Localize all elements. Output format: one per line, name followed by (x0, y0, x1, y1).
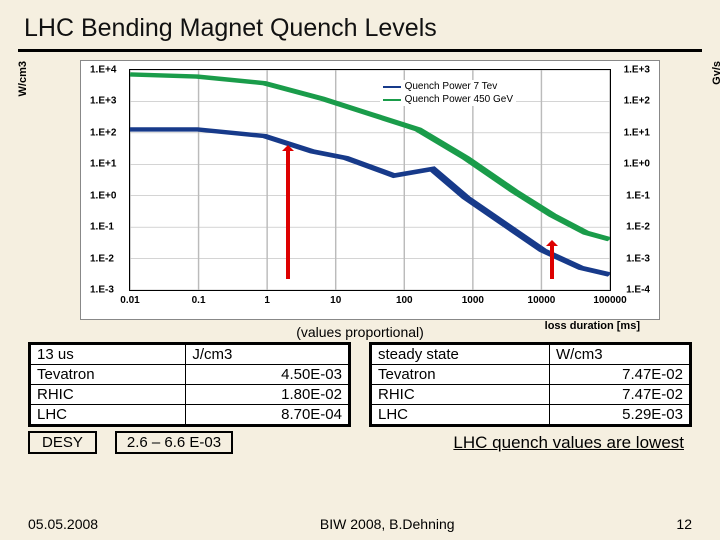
ytick-right: 1.E+2 (624, 96, 650, 107)
table-row: RHIC1.80E-02 (31, 385, 349, 405)
table-cell: 7.47E-02 (549, 365, 689, 385)
legend-item: Quench Power 450 GeV (380, 93, 516, 106)
desy-row: DESY 2.6 – 6.6 E-03 LHC quench values ar… (28, 431, 692, 454)
xtick: 1 (264, 295, 270, 306)
xtick: 100 (396, 295, 413, 306)
ytick-right: 1.E+1 (624, 127, 650, 138)
table-cell: 1.80E-02 (186, 385, 349, 405)
xtick: 0.01 (120, 295, 139, 306)
footer-page: 12 (676, 516, 692, 532)
xtick: 10 (330, 295, 341, 306)
table-row: Tevatron7.47E-02 (372, 365, 690, 385)
footer-center: BIW 2008, B.Dehning (320, 516, 455, 532)
ytick-left: 1.E+2 (90, 127, 116, 138)
table-row: Tevatron4.50E-03 (31, 365, 349, 385)
ytick-left: 1.E+3 (90, 96, 116, 107)
ytick-left: 1.E-1 (90, 222, 114, 233)
table-header-cell: W/cm3 (549, 345, 689, 365)
ytick-right: 1.E-2 (626, 222, 650, 233)
table-row: LHC8.70E-04 (31, 405, 349, 425)
table-cell: 7.47E-02 (549, 385, 689, 405)
table-13us: 13 usJ/cm3Tevatron4.50E-03RHIC1.80E-02LH… (28, 342, 351, 427)
table-cell: LHC (31, 405, 186, 425)
table-header-cell: J/cm3 (186, 345, 349, 365)
table-cell: Tevatron (31, 365, 186, 385)
ytick-right: 1.E+0 (624, 159, 650, 170)
table-row: RHIC7.47E-02 (372, 385, 690, 405)
legend-swatch (383, 86, 401, 88)
legend-item: Quench Power 7 Tev (380, 80, 516, 93)
y-left-axis-label: W/cm3 (17, 61, 29, 96)
xtick: 0.1 (192, 295, 206, 306)
table-header-cell: 13 us (31, 345, 186, 365)
lowest-statement: LHC quench values are lowest (453, 433, 692, 453)
ytick-left: 1.E+1 (90, 159, 116, 170)
table-cell: Tevatron (372, 365, 550, 385)
table-cell: LHC (372, 405, 550, 425)
table-cell: RHIC (372, 385, 550, 405)
ytick-right: 1.E-3 (626, 253, 650, 264)
ytick-left: 1.E-2 (90, 253, 114, 264)
table-row: LHC5.29E-03 (372, 405, 690, 425)
footer: 05.05.2008 BIW 2008, B.Dehning 12 (0, 516, 720, 532)
desy-value: 2.6 – 6.6 E-03 (115, 431, 233, 454)
legend-label: Quench Power 7 Tev (405, 81, 498, 92)
xtick: 100000 (593, 295, 626, 306)
table-header-cell: steady state (372, 345, 550, 365)
legend-swatch (383, 99, 401, 101)
table-cell: 5.29E-03 (549, 405, 689, 425)
chart-svg (130, 70, 610, 290)
title-underline (18, 49, 702, 52)
xtick: 1000 (462, 295, 484, 306)
arrow-marker (286, 147, 290, 279)
xtick: 10000 (528, 295, 556, 306)
table-steady: steady stateW/cm3Tevatron7.47E-02RHIC7.4… (369, 342, 692, 427)
legend-label: Quench Power 450 GeV (405, 94, 513, 105)
ytick-right: 1.E-1 (626, 190, 650, 201)
footer-date: 05.05.2008 (28, 516, 98, 532)
table-cell: RHIC (31, 385, 186, 405)
ytick-right: 1.E-4 (626, 285, 650, 296)
table-cell: 8.70E-04 (186, 405, 349, 425)
ytick-right: 1.E+3 (624, 65, 650, 76)
ytick-left: 1.E-3 (90, 285, 114, 296)
tables-row: 13 usJ/cm3Tevatron4.50E-03RHIC1.80E-02LH… (28, 342, 692, 427)
plot-area: Quench Power 7 TevQuench Power 450 GeV l… (129, 69, 611, 291)
ytick-left: 1.E+0 (90, 190, 116, 201)
legend: Quench Power 7 Tev Quench Power 450 GeV (380, 80, 516, 106)
desy-label: DESY (28, 431, 97, 454)
y-right-axis-label: Gy/s (711, 61, 720, 85)
chart-container: W/cm3 Gy/s Quench Power 7 TevQuench Powe… (80, 60, 660, 320)
table-cell: 4.50E-03 (186, 365, 349, 385)
ytick-left: 1.E+4 (90, 65, 116, 76)
arrow-marker (550, 242, 554, 279)
x-axis-label: loss duration [ms] (545, 320, 640, 332)
page-title: LHC Bending Magnet Quench Levels (0, 0, 720, 49)
